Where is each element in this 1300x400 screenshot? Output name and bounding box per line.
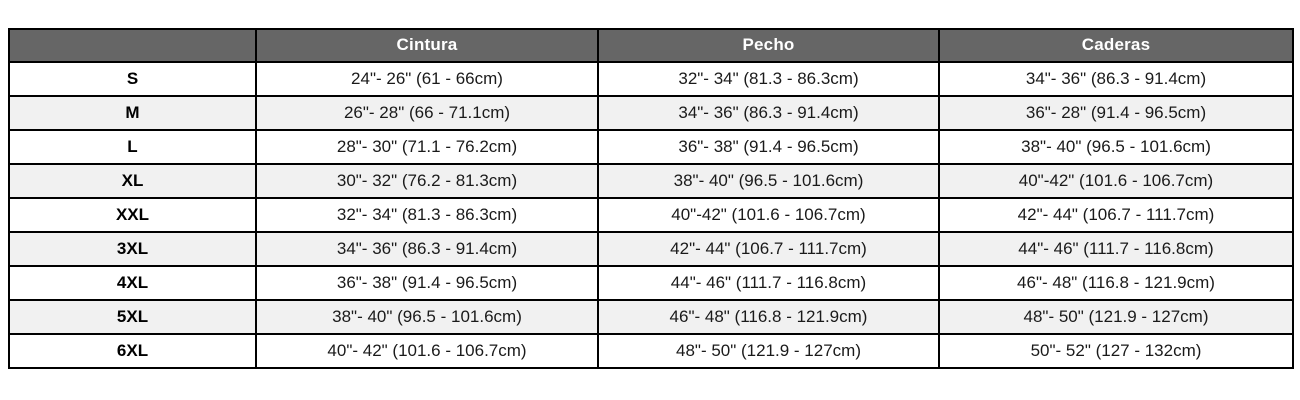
pecho-cell: 34"- 36" (86.3 - 91.4cm): [597, 95, 940, 131]
pecho-cell: 48"- 50" (121.9 - 127cm): [597, 333, 940, 369]
caderas-cell: 46"- 48" (116.8 - 121.9cm): [938, 265, 1294, 301]
caderas-cell: 42"- 44" (106.7 - 111.7cm): [938, 197, 1294, 233]
table-row: XL 30"- 32" (76.2 - 81.3cm) 38"- 40" (96.5…: [8, 163, 1294, 199]
column-header-size: [8, 28, 257, 63]
pecho-cell: 42"- 44" (106.7 - 111.7cm): [597, 231, 940, 267]
size-cell: 3XL: [8, 231, 257, 267]
column-header-pecho: Pecho: [597, 28, 940, 63]
table-body: S 24"- 26" (61 - 66cm) 32"- 34" (81.3 - 86…: [8, 61, 1294, 369]
caderas-cell: 48"- 50" (121.9 - 127cm): [938, 299, 1294, 335]
pecho-cell: 40"-42" (101.6 - 106.7cm): [597, 197, 940, 233]
header-row: Cintura Pecho Caderas: [8, 28, 1294, 63]
size-cell: L: [8, 129, 257, 165]
size-cell: M: [8, 95, 257, 131]
table-row: XXL 32"- 34" (81.3 - 86.3cm) 40"-42" (101.…: [8, 197, 1294, 233]
table-row: M 26"- 28" (66 - 71.1cm) 34"- 36" (86.3 - …: [8, 95, 1294, 131]
caderas-cell: 38"- 40" (96.5 - 101.6cm): [938, 129, 1294, 165]
column-header-cintura: Cintura: [255, 28, 599, 63]
cintura-cell: 34"- 36" (86.3 - 91.4cm): [255, 231, 599, 267]
table-row: 3XL 34"- 36" (86.3 - 91.4cm) 42"- 44" (106…: [8, 231, 1294, 267]
size-chart-table: Cintura Pecho Caderas S 24"- 26" (61 - 66…: [8, 28, 1294, 369]
cintura-cell: 38"- 40" (96.5 - 101.6cm): [255, 299, 599, 335]
cintura-cell: 40"- 42" (101.6 - 106.7cm): [255, 333, 599, 369]
table-row: S 24"- 26" (61 - 66cm) 32"- 34" (81.3 - 86…: [8, 61, 1294, 97]
cintura-cell: 30"- 32" (76.2 - 81.3cm): [255, 163, 599, 199]
table-row: 4XL 36"- 38" (91.4 - 96.5cm) 44"- 46" (111…: [8, 265, 1294, 301]
column-header-caderas: Caderas: [938, 28, 1294, 63]
size-cell: XXL: [8, 197, 257, 233]
table-row: L 28"- 30" (71.1 - 76.2cm) 36"- 38" (91.4 …: [8, 129, 1294, 165]
size-cell: XL: [8, 163, 257, 199]
cintura-cell: 24"- 26" (61 - 66cm): [255, 61, 599, 97]
size-cell: 6XL: [8, 333, 257, 369]
pecho-cell: 32"- 34" (81.3 - 86.3cm): [597, 61, 940, 97]
pecho-cell: 38"- 40" (96.5 - 101.6cm): [597, 163, 940, 199]
size-cell: S: [8, 61, 257, 97]
caderas-cell: 50"- 52" (127 - 132cm): [938, 333, 1294, 369]
cintura-cell: 36"- 38" (91.4 - 96.5cm): [255, 265, 599, 301]
size-cell: 4XL: [8, 265, 257, 301]
table-row: 6XL 40"- 42" (101.6 - 106.7cm) 48"- 50" (1…: [8, 333, 1294, 369]
caderas-cell: 36"- 28" (91.4 - 96.5cm): [938, 95, 1294, 131]
pecho-cell: 44"- 46" (111.7 - 116.8cm): [597, 265, 940, 301]
caderas-cell: 44"- 46" (111.7 - 116.8cm): [938, 231, 1294, 267]
caderas-cell: 40"-42" (101.6 - 106.7cm): [938, 163, 1294, 199]
table-row: 5XL 38"- 40" (96.5 - 101.6cm) 46"- 48" (11…: [8, 299, 1294, 335]
pecho-cell: 36"- 38" (91.4 - 96.5cm): [597, 129, 940, 165]
table-header: Cintura Pecho Caderas: [8, 28, 1294, 63]
size-cell: 5XL: [8, 299, 257, 335]
cintura-cell: 28"- 30" (71.1 - 76.2cm): [255, 129, 599, 165]
cintura-cell: 26"- 28" (66 - 71.1cm): [255, 95, 599, 131]
cintura-cell: 32"- 34" (81.3 - 86.3cm): [255, 197, 599, 233]
pecho-cell: 46"- 48" (116.8 - 121.9cm): [597, 299, 940, 335]
caderas-cell: 34"- 36" (86.3 - 91.4cm): [938, 61, 1294, 97]
size-chart-container: Cintura Pecho Caderas S 24"- 26" (61 - 66…: [8, 28, 1294, 369]
